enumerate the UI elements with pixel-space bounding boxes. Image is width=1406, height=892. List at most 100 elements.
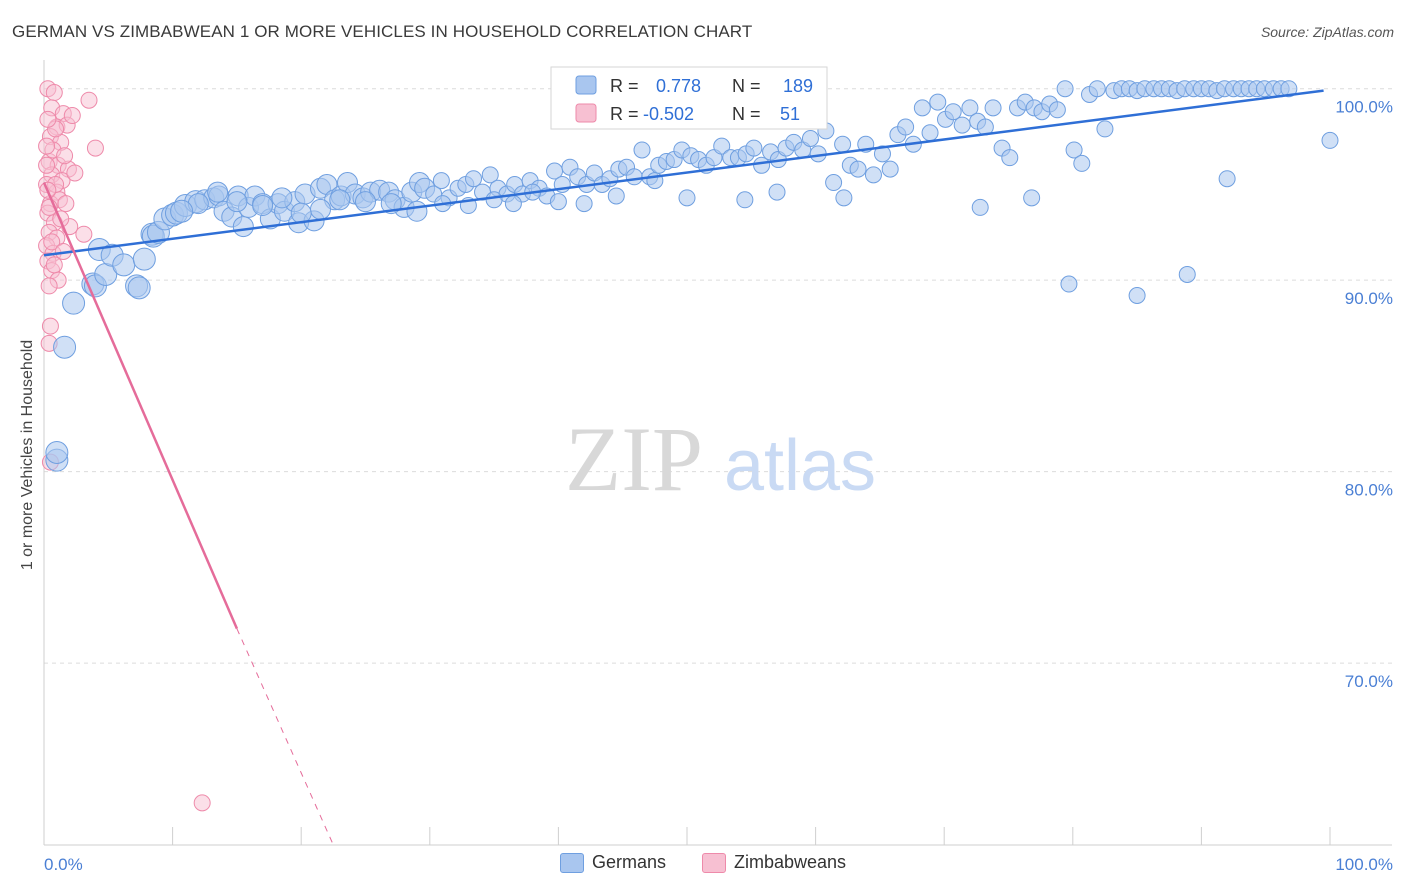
zimbabweans-trendline-extension [236,628,334,846]
germans-point [252,195,274,217]
germans-point [1128,287,1146,304]
germans-point [207,181,229,203]
germans-point [745,139,763,157]
zimbabweans-point [66,164,84,182]
germans-point [1321,131,1339,149]
zimbabweans-point [41,317,59,335]
germans-point [406,200,428,222]
germans-point [170,199,194,223]
germans-point [625,168,643,186]
legend-swatch-germans [559,852,584,873]
germans-point [768,183,786,201]
germans-points [45,80,1339,472]
legend-label-germans: Germans [591,852,666,872]
legend-item-germans: Germans [559,852,666,873]
germans-point [1023,189,1041,207]
stats-r-value-zimbabweans: -0.502 [643,104,694,124]
y-tick-label-3: 70.0% [1345,672,1393,691]
chart-title: GERMAN VS ZIMBABWEAN 1 OR MORE VEHICLES … [12,22,753,41]
stats-r-label-germans: R = [610,76,639,96]
germans-point [873,145,891,163]
germans-point [355,191,376,213]
legend-item-zimbabweans: Zimbabweans [701,852,847,873]
germans-point [1056,80,1074,98]
germans-point [271,187,293,209]
germans-swatch [575,75,597,95]
trendlines [42,89,1324,846]
x-tick-label-0: 0.0% [44,855,83,874]
germans-point [127,276,151,300]
germans-point [329,189,351,211]
germans-point [1280,80,1298,98]
germans-point [864,166,882,184]
germans-point [1048,101,1066,119]
zimbabweans-point [86,139,104,157]
bottom-legend: Germans Zimbabweans [0,852,1406,873]
zimbabweans-point [38,156,56,174]
y-tick-label-0: 100.0% [1335,98,1393,117]
germans-point [825,174,843,192]
stats-n-value-germans: 189 [783,76,813,96]
germans-trendline [43,89,1324,257]
stats-r-value-germans: 0.778 [656,76,701,96]
legend-swatch-zimbabweans [701,852,726,873]
stats-legend-box [550,66,828,130]
germans-point [929,93,947,111]
stats-r-label-zimbabweans: R = [610,104,639,124]
germans-point [801,130,819,147]
germans-point [984,99,1002,117]
germans-point [432,172,450,190]
germans-point [881,160,899,178]
zimbabweans-point [45,84,63,102]
zimbabweans-point [43,233,61,251]
watermark-atlas: atlas [724,426,876,506]
stats-n-label-zimbabweans: N = [732,104,761,124]
germans-point [607,187,625,205]
zimbabweans-point [57,195,75,213]
germans-point [944,103,962,121]
tick-labels: 100.0% 90.0% 80.0% 70.0% 0.0% 100.0% [44,98,1393,874]
germans-point [1001,149,1019,167]
germans-point [1178,265,1196,283]
germans-point [309,198,331,220]
germans-point [380,193,402,215]
germans-point [485,191,503,209]
y-tick-label-2: 80.0% [1345,481,1393,500]
germans-point [753,156,771,174]
x-tick-label-1: 100.0% [1335,855,1393,874]
germans-point [835,189,853,207]
germans-point [1060,275,1078,293]
legend-label-zimbabweans: Zimbabweans [733,852,847,872]
axes [43,60,1392,846]
zimbabweans-point [40,277,58,295]
germans-point [1096,120,1114,138]
germans-point [921,124,939,142]
germans-point [132,247,156,271]
germans-point [849,160,867,178]
germans-point [112,253,136,277]
germans-point [45,441,69,464]
germans-point [226,191,248,213]
y-tick-label-1: 90.0% [1345,289,1393,308]
germans-point [232,216,254,238]
zimbabweans-swatch [575,103,597,123]
stats-n-value-zimbabweans: 51 [780,104,800,124]
zimbabweans-point [45,256,63,274]
germans-point [1218,170,1236,188]
stats-n-label-germans: N = [732,76,761,96]
germans-point [961,99,979,117]
germans-point [465,170,483,188]
germans-point [834,135,852,153]
zimbabweans-point [56,147,74,165]
germans-point [53,335,77,359]
germans-point [1065,141,1083,159]
zimbabweans-point [39,110,57,128]
germans-point [1073,154,1091,172]
germans-point [481,166,499,184]
germans-point [549,193,567,211]
germans-point [736,191,754,209]
germans-point [633,141,651,159]
germans-point [575,195,593,213]
stats-legend: R = 0.778 N = 189 R = -0.502 N = 51 [550,66,828,130]
